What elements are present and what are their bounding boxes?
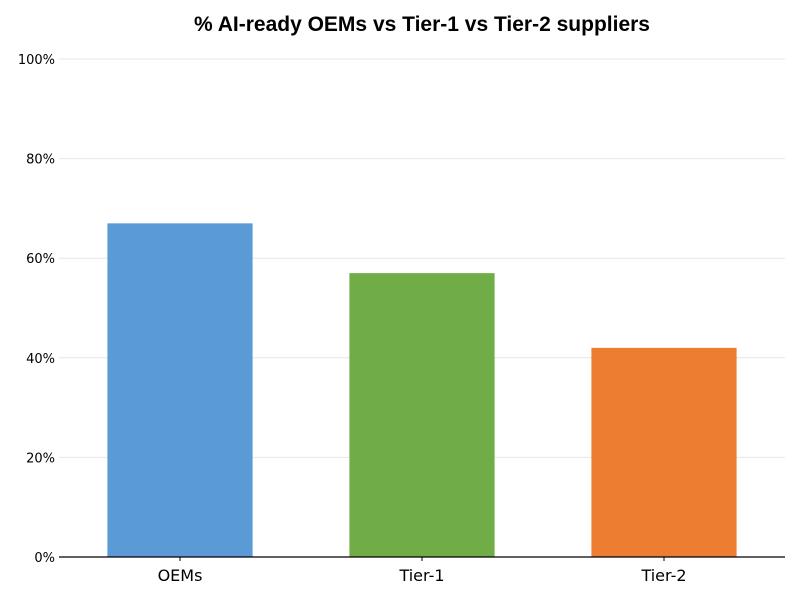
chart-title: % AI-ready OEMs vs Tier-1 vs Tier-2 supp… xyxy=(194,13,650,36)
x-tick-label: Tier-2 xyxy=(640,566,686,585)
y-tick-label: 100% xyxy=(18,53,55,68)
y-tick-label: 80% xyxy=(26,153,55,168)
bar-oems xyxy=(107,223,253,557)
y-tick-label: 60% xyxy=(26,252,55,267)
y-tick-label: 0% xyxy=(34,551,55,566)
y-axis: 0% 20% 40% 60% 80% 100% xyxy=(18,53,55,566)
y-tick-label: 40% xyxy=(26,352,55,367)
bars xyxy=(107,223,737,557)
bar-tier-2 xyxy=(591,347,737,557)
x-axis: OEMs Tier-1 Tier-2 xyxy=(158,557,687,585)
x-tick-label: OEMs xyxy=(158,566,203,585)
bar-tier-1 xyxy=(349,273,495,557)
x-tick-label: Tier-1 xyxy=(398,566,444,585)
y-tick-label: 20% xyxy=(26,451,55,466)
